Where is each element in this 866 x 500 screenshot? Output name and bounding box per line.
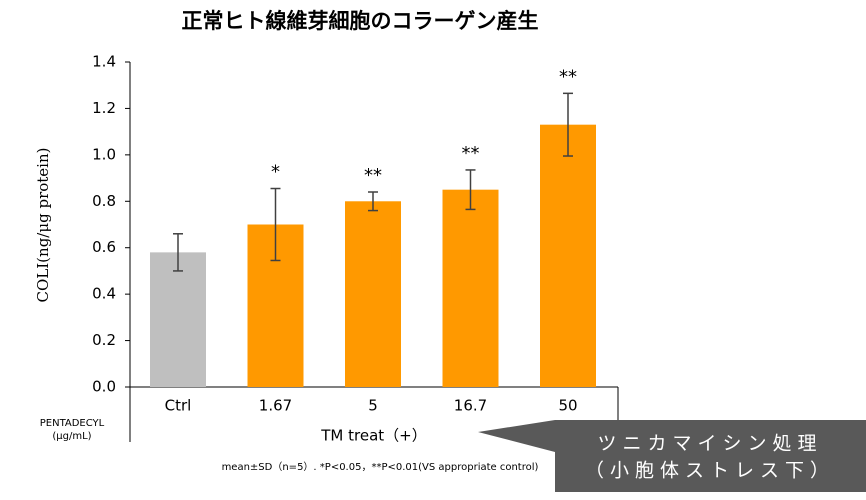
x-tick-label: 16.7 <box>454 397 487 415</box>
bar <box>345 201 401 387</box>
x-tick-label: 1.67 <box>259 397 292 415</box>
callout-text: ツニカマイシン処理 <box>597 433 822 455</box>
x-tick-label: 50 <box>558 397 577 415</box>
bar <box>442 189 499 387</box>
x-row-label: (μg/mL) <box>52 431 91 442</box>
chart-title: 正常ヒト線維芽細胞のコラーゲン産生 <box>182 9 539 33</box>
significance-label: * <box>271 162 280 183</box>
x-axis-label: TM treat（+） <box>320 427 426 445</box>
significance-label: ** <box>559 66 577 87</box>
y-tick-label: 1.0 <box>92 145 116 163</box>
y-axis-label: COLI(ng/μg protein) <box>34 148 52 303</box>
y-tick-label: 0.4 <box>92 285 116 303</box>
y-tick-label: 0.0 <box>92 378 116 396</box>
footnote: mean±SD（n=5）. *P<0.05，**P<0.01(VS approp… <box>222 461 539 473</box>
y-tick-label: 0.6 <box>92 238 116 256</box>
y-tick-label: 1.4 <box>92 53 116 71</box>
y-tick-label: 0.8 <box>92 192 116 210</box>
significance-label: ** <box>364 165 382 186</box>
bar <box>150 252 206 387</box>
x-tick-label: Ctrl <box>165 397 192 415</box>
callout-text: （小胞体ストレス下） <box>585 460 835 482</box>
callout-box <box>478 420 866 492</box>
significance-label: ** <box>462 143 480 164</box>
bar <box>540 124 596 387</box>
x-tick-label: 5 <box>368 397 378 415</box>
x-row-label: PENTADECYL <box>40 418 105 429</box>
y-tick-label: 1.2 <box>92 99 116 117</box>
y-tick-label: 0.2 <box>92 331 116 349</box>
